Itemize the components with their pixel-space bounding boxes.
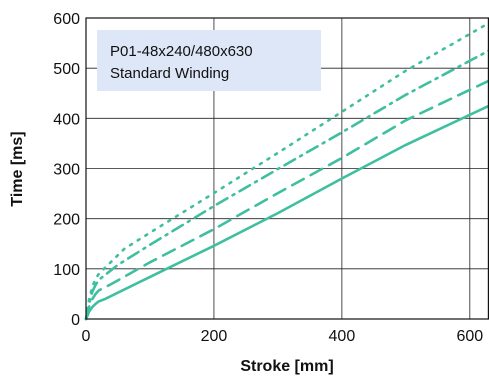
x-tick-label: 200 [201, 328, 228, 345]
series-line-solid [84, 104, 489, 321]
annotation-box: P01-48x240/480x630 Standard Winding [97, 30, 321, 91]
x-tick-label: 600 [456, 328, 483, 345]
annotation-line-1: P01-48x240/480x630 [110, 43, 253, 60]
y-tick-label: 400 [53, 111, 80, 128]
y-tick-label: 0 [71, 312, 80, 329]
y-axis-title: Time [ms] [9, 131, 26, 206]
series-group [84, 21, 489, 321]
y-tick-label: 600 [53, 11, 80, 28]
y-tick-label: 100 [53, 262, 80, 279]
y-tick-label: 300 [53, 162, 80, 179]
tick-labels: 0 100 200 300 400 500 600 0 200 400 600 [53, 11, 483, 345]
series-line-dashed [84, 79, 489, 321]
y-tick-label: 200 [53, 212, 80, 229]
x-tick-label: 400 [329, 328, 356, 345]
series-line-dotted [84, 21, 489, 321]
x-axis-title: Stroke [mm] [240, 358, 333, 375]
plot-frame [85, 17, 489, 320]
annotation-background [97, 30, 321, 91]
y-tick-label: 500 [53, 61, 80, 78]
annotation-line-2: Standard Winding [110, 65, 229, 82]
series-line-dash-dot [84, 49, 489, 321]
x-tick-label: 0 [82, 328, 91, 345]
